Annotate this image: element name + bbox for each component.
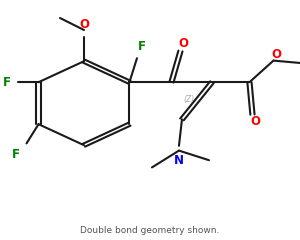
Text: Double bond geometry shown.: Double bond geometry shown. xyxy=(80,226,220,235)
Text: F: F xyxy=(3,76,11,89)
Text: F: F xyxy=(137,40,146,53)
Text: (Z): (Z) xyxy=(184,95,195,103)
Text: O: O xyxy=(178,37,188,50)
Text: N: N xyxy=(174,154,184,167)
Text: O: O xyxy=(79,18,89,30)
Text: O: O xyxy=(272,48,281,61)
Text: F: F xyxy=(12,148,20,161)
Text: O: O xyxy=(250,115,260,128)
